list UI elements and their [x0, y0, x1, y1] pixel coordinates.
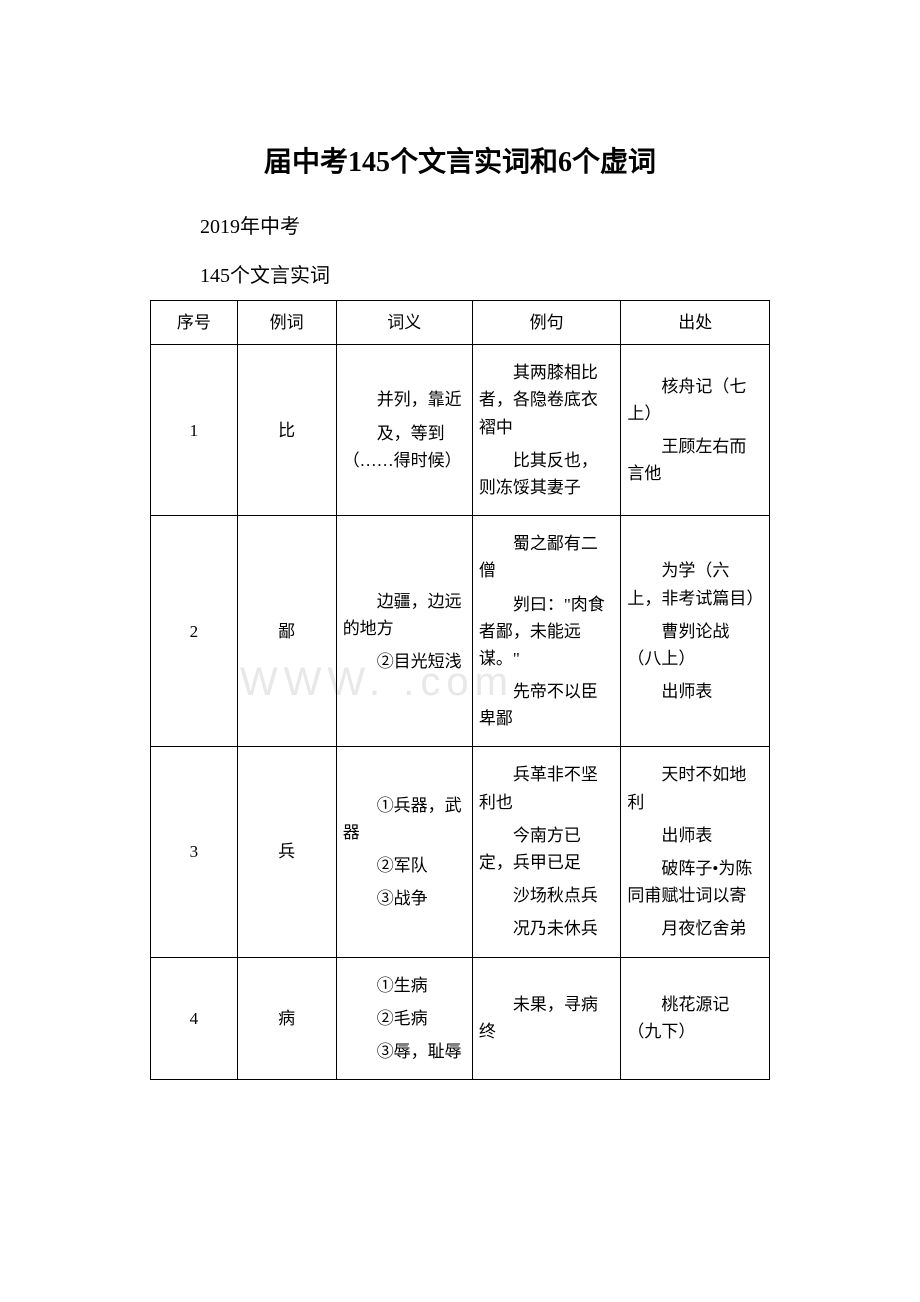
- meaning-item: 并列，靠近: [343, 386, 466, 413]
- source-item: 王顾左右而言他: [627, 433, 763, 487]
- example-item: 沙场秋点兵: [479, 882, 615, 909]
- meaning-item: ③战争: [343, 885, 466, 912]
- header-source: 出处: [621, 301, 770, 345]
- example-item: 未果，寻病终: [479, 991, 615, 1045]
- cell-meaning: ①兵器，武器 ②军队 ③战争: [336, 747, 472, 957]
- subtitle-year: 2019年中考: [150, 210, 770, 239]
- table-row: 1 比 并列，靠近 及，等到（……得时候） 其两膝相比者，各隐卷底衣褶中 比其反…: [151, 345, 770, 516]
- cell-word: 兵: [237, 747, 336, 957]
- example-item: 其两膝相比者，各隐卷底衣褶中: [479, 359, 615, 441]
- table-body: 1 比 并列，靠近 及，等到（……得时候） 其两膝相比者，各隐卷底衣褶中 比其反…: [151, 345, 770, 1080]
- cell-meaning: 边疆，边远的地方 ②目光短浅: [336, 516, 472, 747]
- cell-index: 1: [151, 345, 238, 516]
- source-item: 为学（六上，非考试篇目）: [627, 557, 763, 611]
- cell-word: 病: [237, 957, 336, 1080]
- example-item: 比其反也，则冻馁其妻子: [479, 447, 615, 501]
- table-header-row: 序号 例词 词义 例句 出处: [151, 301, 770, 345]
- cell-meaning: ①生病 ②毛病 ③辱，耻辱: [336, 957, 472, 1080]
- cell-index: 2: [151, 516, 238, 747]
- example-item: 兵革非不坚利也: [479, 761, 615, 815]
- table-row: 2 鄙 边疆，边远的地方 ②目光短浅 蜀之鄙有二僧 刿曰："肉食者鄙，未能远谋。…: [151, 516, 770, 747]
- cell-source: 天时不如地利 出师表 破阵子•为陈同甫赋壮词以寄 月夜忆舍弟: [621, 747, 770, 957]
- page-title: 届中考145个文言实词和6个虚词: [150, 140, 770, 180]
- meaning-item: ②目光短浅: [343, 648, 466, 675]
- vocabulary-table: 序号 例词 词义 例句 出处 1 比 并列，靠近 及，等到（……得时候） 其两膝…: [150, 300, 770, 1080]
- meaning-item: 边疆，边远的地方: [343, 588, 466, 642]
- source-item: 桃花源记（九下）: [627, 991, 763, 1045]
- source-item: 破阵子•为陈同甫赋壮词以寄: [627, 855, 763, 909]
- header-example: 例句: [472, 301, 621, 345]
- source-item: 天时不如地利: [627, 761, 763, 815]
- meaning-item: ②毛病: [343, 1005, 466, 1032]
- cell-index: 4: [151, 957, 238, 1080]
- example-item: 今南方已定，兵甲已足: [479, 822, 615, 876]
- cell-word: 比: [237, 345, 336, 516]
- source-item: 核舟记（七上）: [627, 373, 763, 427]
- cell-source: 为学（六上，非考试篇目） 曹刿论战（八上） 出师表: [621, 516, 770, 747]
- cell-example: 其两膝相比者，各隐卷底衣褶中 比其反也，则冻馁其妻子: [472, 345, 621, 516]
- source-item: 出师表: [627, 678, 763, 705]
- header-meaning: 词义: [336, 301, 472, 345]
- meaning-item: ③辱，耻辱: [343, 1038, 466, 1065]
- cell-index: 3: [151, 747, 238, 957]
- cell-source: 桃花源记（九下）: [621, 957, 770, 1080]
- example-item: 蜀之鄙有二僧: [479, 530, 615, 584]
- source-item: 月夜忆舍弟: [627, 915, 763, 942]
- meaning-item: ①兵器，武器: [343, 792, 466, 846]
- header-index: 序号: [151, 301, 238, 345]
- cell-example: 未果，寻病终: [472, 957, 621, 1080]
- section-heading: 145个文言实词: [150, 259, 770, 288]
- source-item: 曹刿论战（八上）: [627, 618, 763, 672]
- meaning-item: ①生病: [343, 972, 466, 999]
- cell-example: 蜀之鄙有二僧 刿曰："肉食者鄙，未能远谋。" 先帝不以臣卑鄙: [472, 516, 621, 747]
- example-item: 刿曰："肉食者鄙，未能远谋。": [479, 591, 615, 673]
- header-word: 例词: [237, 301, 336, 345]
- cell-word: 鄙: [237, 516, 336, 747]
- meaning-item: 及，等到（……得时候）: [343, 420, 466, 474]
- table-row: 4 病 ①生病 ②毛病 ③辱，耻辱 未果，寻病终 桃花源记（九下）: [151, 957, 770, 1080]
- cell-meaning: 并列，靠近 及，等到（……得时候）: [336, 345, 472, 516]
- example-item: 况乃未休兵: [479, 915, 615, 942]
- example-item: 先帝不以臣卑鄙: [479, 678, 615, 732]
- cell-source: 核舟记（七上） 王顾左右而言他: [621, 345, 770, 516]
- table-row: 3 兵 ①兵器，武器 ②军队 ③战争 兵革非不坚利也 今南方已定，兵甲已足 沙场…: [151, 747, 770, 957]
- source-item: 出师表: [627, 822, 763, 849]
- meaning-item: ②军队: [343, 852, 466, 879]
- cell-example: 兵革非不坚利也 今南方已定，兵甲已足 沙场秋点兵 况乃未休兵: [472, 747, 621, 957]
